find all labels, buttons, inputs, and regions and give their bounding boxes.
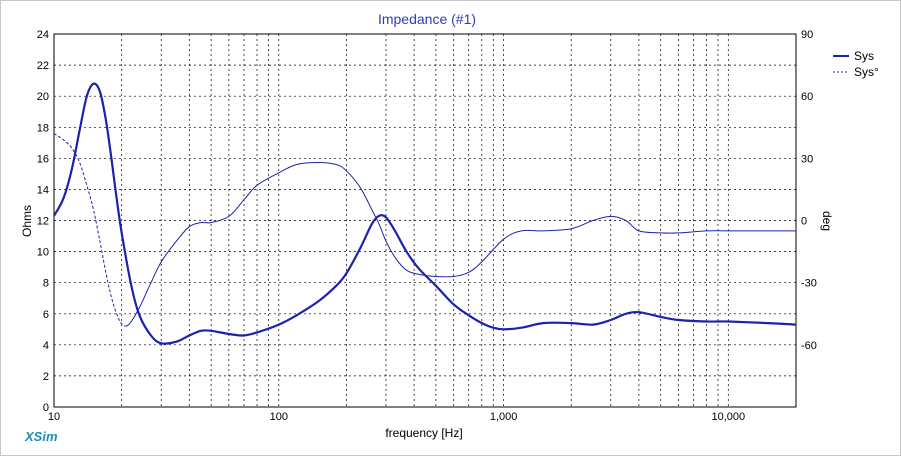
y-tick-label: 0 <box>43 402 49 414</box>
legend: Sys Sys° <box>833 49 879 79</box>
x-tick-label: 1,000 <box>490 411 518 423</box>
x-axis-title: frequency [Hz] <box>385 426 462 440</box>
y-tick-label: 14 <box>37 184 49 196</box>
chart-title: Impedance (#1) <box>378 11 476 27</box>
x-tick-label: 100 <box>270 411 288 423</box>
xsim-logo: XSim <box>24 429 58 444</box>
grid-lines <box>54 34 796 407</box>
x-tick-label: 10,000 <box>711 411 745 423</box>
y2-tick-label: -30 <box>801 278 817 290</box>
y-tick-label: 18 <box>37 122 49 134</box>
y-tick-label: 10 <box>37 247 49 259</box>
y-tick-label: 20 <box>37 91 49 103</box>
y2-tick-label: 30 <box>801 153 813 165</box>
y-axis-title: Ohms <box>20 205 34 237</box>
series-sys-phase-line <box>126 161 796 327</box>
y2-tick-label: 0 <box>801 216 807 228</box>
axes <box>53 33 797 408</box>
plot-area-frame <box>53 33 797 408</box>
series-sys-phase-dashed-segment <box>53 133 127 327</box>
y-tick-label: 16 <box>37 153 49 165</box>
legend-label-sys-phase: Sys° <box>854 65 879 79</box>
legend-label-sys: Sys <box>854 49 874 63</box>
y-tick-label: 22 <box>37 60 49 72</box>
y-tick-label: 4 <box>43 340 49 352</box>
y-tick-label: 8 <box>43 278 49 290</box>
y2-tick-label: -60 <box>801 340 817 352</box>
y2-tick-label: 60 <box>801 91 813 103</box>
series-layer <box>53 82 797 345</box>
y-tick-label: 6 <box>43 309 49 321</box>
y2-axis-title: deg <box>820 211 834 231</box>
y-tick-label: 2 <box>43 371 49 383</box>
y-tick-label: 12 <box>37 216 49 228</box>
y-tick-label: 24 <box>37 29 49 41</box>
y2-tick-label: 90 <box>801 29 813 41</box>
series-sys-impedance-line <box>53 82 797 345</box>
x-tick-label: 10 <box>48 411 60 423</box>
